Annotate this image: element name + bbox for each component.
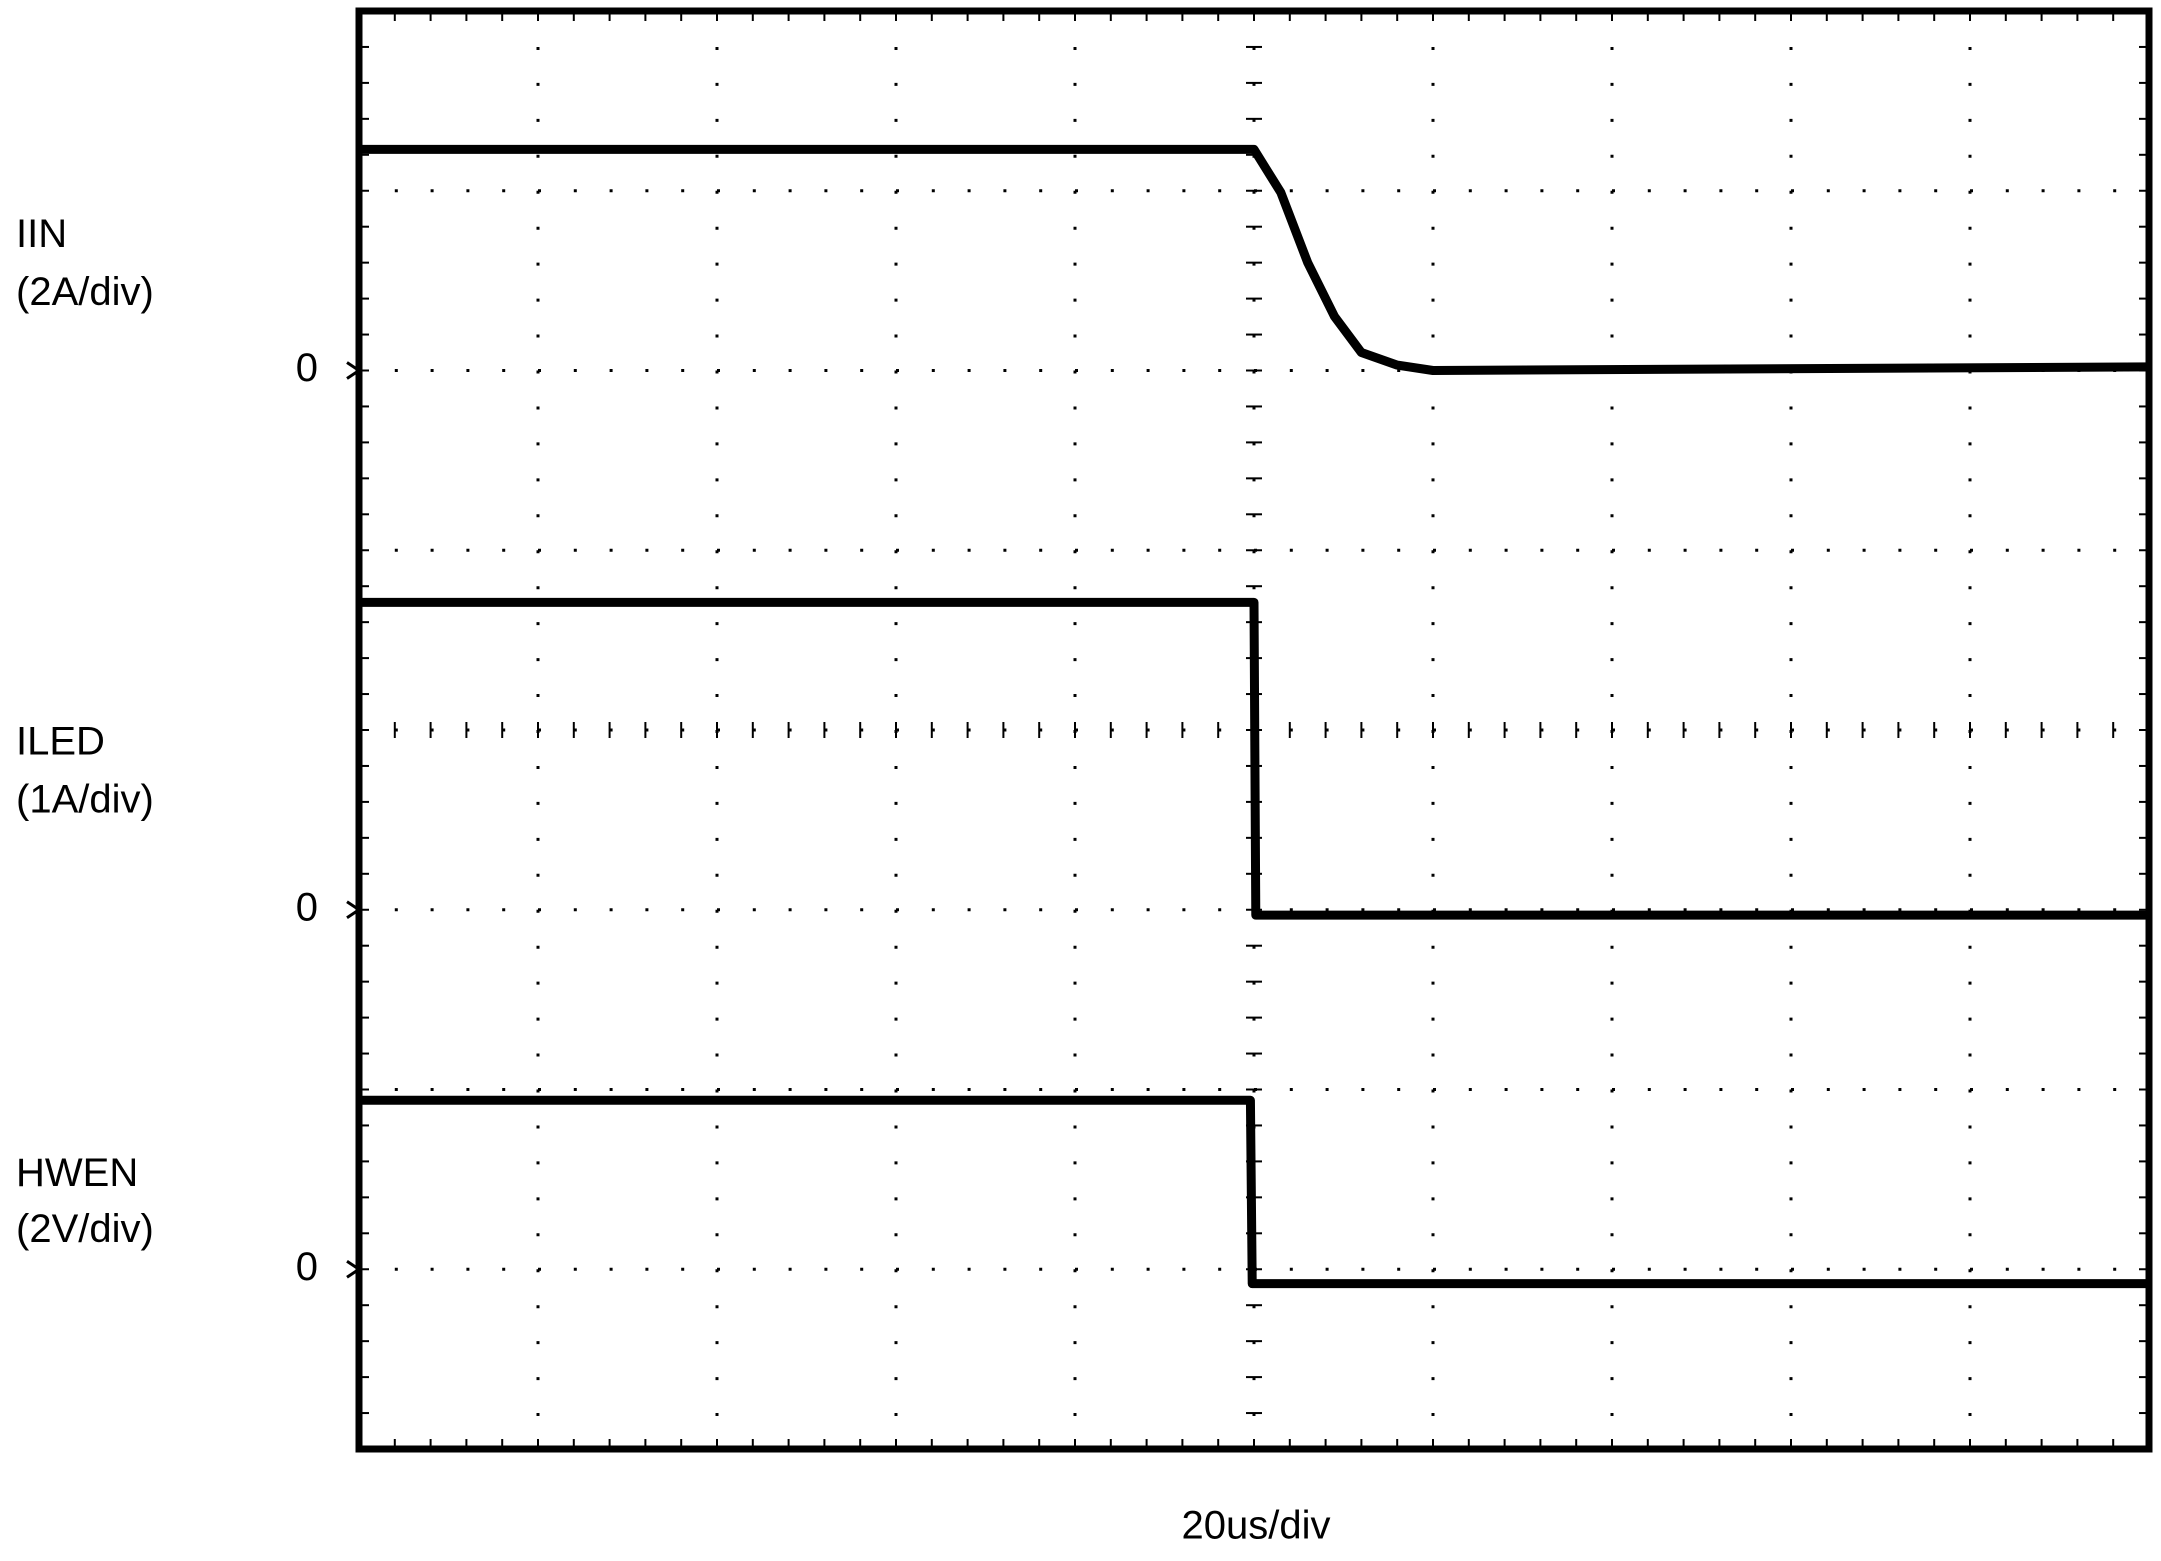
x-axis-label: 20us/div [1182, 1504, 1331, 1548]
zero-marker [346, 361, 362, 380]
channel-name: ILED [16, 719, 105, 763]
trace [359, 597, 2149, 920]
channel-name: IIN [16, 212, 67, 256]
y-tick-label: 0 [296, 346, 318, 390]
trace [359, 144, 2150, 375]
y-tick-label: 0 [296, 885, 318, 929]
channel-scale: (2A/div) [16, 270, 154, 314]
plot-border [355, 7, 2153, 1453]
channel-scale: (2V/div) [16, 1207, 154, 1251]
channel-scale: (1A/div) [16, 777, 154, 821]
zero-marker [346, 1260, 362, 1279]
channel-name: HWEN [16, 1151, 138, 1195]
zero-marker [346, 900, 362, 919]
y-tick-label: 0 [296, 1245, 318, 1289]
trace [359, 1095, 2149, 1289]
